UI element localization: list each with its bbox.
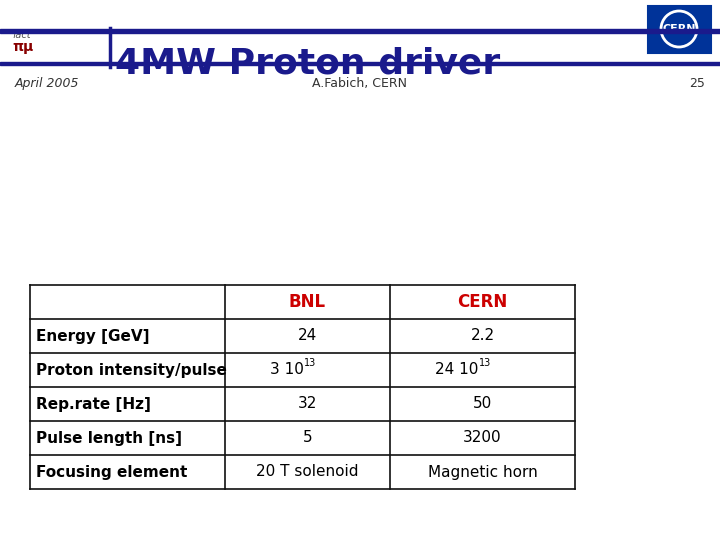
Bar: [648, 6, 711, 53]
Text: 13: 13: [304, 358, 316, 368]
Bar: [0, 62, 720, 65]
Text: Focusing element: Focusing element: [36, 464, 187, 480]
Bar: [0, 29, 720, 33]
Text: Pulse length [ns]: Pulse length [ns]: [36, 430, 182, 445]
Text: 20 T solenoid: 20 T solenoid: [256, 464, 359, 480]
Text: Rep.rate [Hz]: Rep.rate [Hz]: [36, 396, 151, 411]
Text: 24: 24: [298, 328, 317, 343]
Text: fact: fact: [12, 30, 31, 40]
Text: April 2005: April 2005: [15, 77, 79, 90]
Text: 24 10: 24 10: [435, 362, 479, 377]
Text: Energy [GeV]: Energy [GeV]: [36, 328, 150, 343]
Text: A.Fabich, CERN: A.Fabich, CERN: [312, 77, 408, 90]
Bar: [30, 285, 575, 489]
Text: Proton intensity/pulse: Proton intensity/pulse: [36, 362, 227, 377]
Text: 2.2: 2.2: [470, 328, 495, 343]
Text: 50: 50: [473, 396, 492, 411]
Text: 32: 32: [298, 396, 318, 411]
Text: 25: 25: [689, 77, 705, 90]
Text: CERN: CERN: [662, 24, 696, 34]
Text: 4MW Proton driver: 4MW Proton driver: [115, 47, 500, 81]
Text: 3200: 3200: [463, 430, 502, 445]
Text: Magnetic horn: Magnetic horn: [428, 464, 537, 480]
Text: 5: 5: [302, 430, 312, 445]
Text: CERN: CERN: [457, 293, 508, 311]
Text: 3 10: 3 10: [269, 362, 304, 377]
Text: 13: 13: [479, 358, 491, 368]
Text: BNL: BNL: [289, 293, 326, 311]
Text: πμ: πμ: [12, 40, 33, 54]
